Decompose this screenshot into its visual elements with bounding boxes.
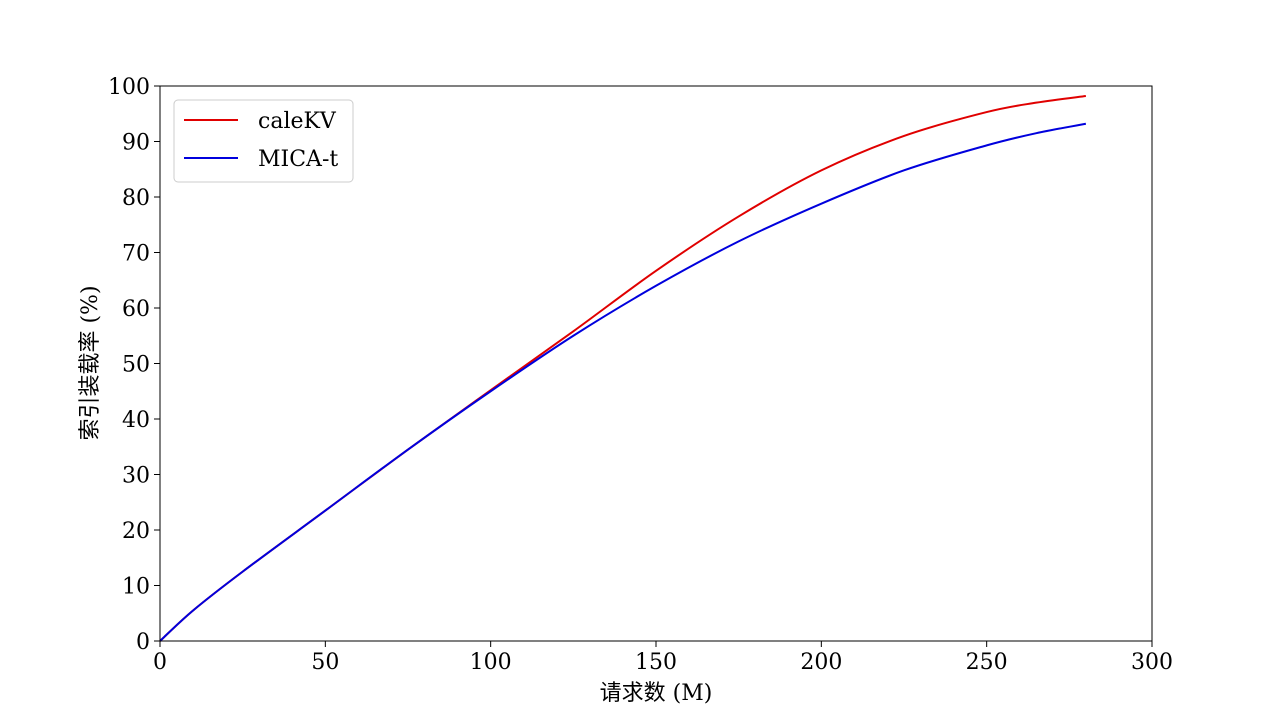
x-tick-label: 300 xyxy=(1131,650,1173,675)
legend-label: MICA-t xyxy=(258,147,338,172)
series-layer xyxy=(159,94,1087,642)
legend: caleKV MICA-t xyxy=(173,99,354,183)
x-tick-label: 150 xyxy=(635,650,677,675)
y-tick-label: 0 xyxy=(136,630,150,655)
y-tick-label: 60 xyxy=(122,297,150,322)
y-tick-label: 10 xyxy=(122,575,150,600)
x-tick-label: 100 xyxy=(470,650,512,675)
y-tick-label: 70 xyxy=(122,242,150,267)
x-tick-label: 0 xyxy=(153,650,167,675)
y-tick-label: 90 xyxy=(122,131,150,156)
x-tick-label: 50 xyxy=(311,650,339,675)
y-axis-title: 索引装载率 (%) xyxy=(78,285,103,440)
y-tick-label: 80 xyxy=(122,186,150,211)
x-tick-label: 250 xyxy=(966,650,1008,675)
y-tick-label: 50 xyxy=(122,353,150,378)
x-axis: 0 50 100 150 200 250 300 xyxy=(153,641,1173,675)
legend-label: caleKV xyxy=(258,109,337,134)
x-axis-title: 请求数 (M) xyxy=(600,681,713,706)
y-tick-label: 20 xyxy=(122,519,150,544)
series-line-2 xyxy=(159,122,1087,642)
y-tick-label: 40 xyxy=(122,408,150,433)
x-tick-label: 200 xyxy=(800,650,842,675)
y-axis: 0 10 20 30 40 50 60 70 80 90 100 xyxy=(108,75,160,655)
y-tick-label: 30 xyxy=(122,464,150,489)
y-tick-label: 100 xyxy=(108,75,150,100)
